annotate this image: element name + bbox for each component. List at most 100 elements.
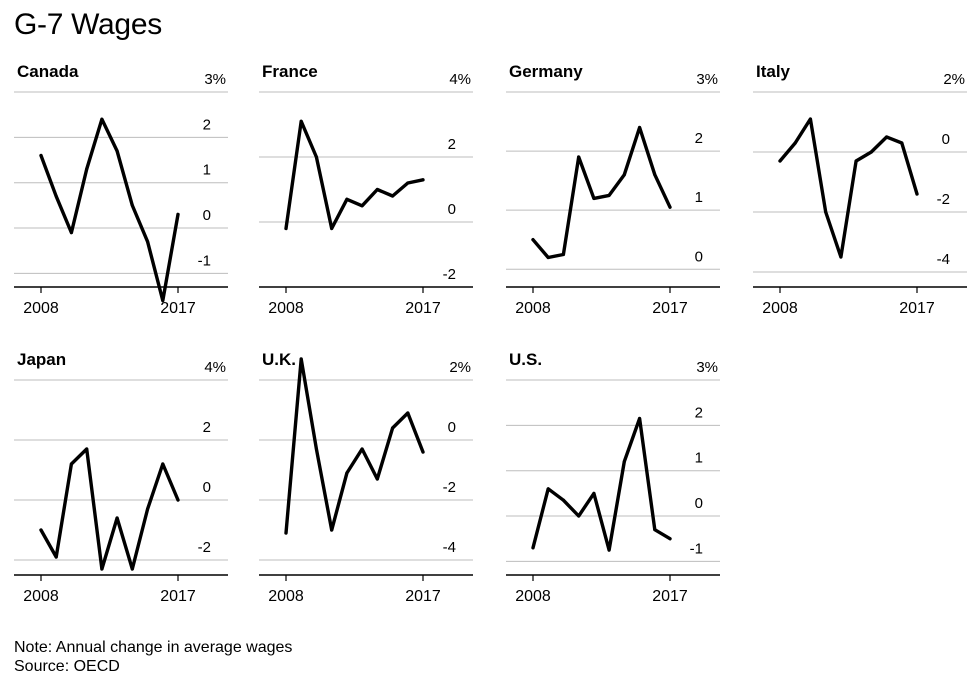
data-point	[638, 417, 642, 421]
series-line-france	[284, 119, 425, 231]
panel-title: Canada	[17, 62, 79, 81]
data-point	[869, 150, 873, 154]
data-point	[653, 528, 657, 532]
data-point	[375, 477, 379, 481]
y-tick-label: 0	[448, 419, 456, 436]
y-tick-label: 0	[695, 495, 703, 512]
y-tick-label: 0	[203, 479, 211, 496]
y-tick-label: -4	[443, 539, 456, 556]
panel-title: Japan	[17, 350, 67, 369]
panel-title: U.S.	[509, 350, 543, 369]
y-tick-label: 1	[203, 162, 211, 179]
data-point	[85, 447, 89, 451]
x-tick-label: 2008	[762, 300, 798, 317]
data-point	[85, 167, 89, 171]
data-point	[161, 299, 165, 303]
data-point	[421, 450, 425, 454]
data-point	[54, 555, 58, 559]
data-point	[607, 193, 611, 197]
data-point	[561, 253, 565, 256]
data-point	[668, 537, 672, 541]
data-point	[130, 203, 134, 207]
data-point	[406, 181, 410, 185]
panel-canada: Canada 3% -1 0 1 2 2008 2017	[14, 62, 242, 332]
y-tick-label-top: 4%	[449, 71, 471, 88]
y-tick-label: -4	[937, 251, 950, 268]
line-chart: 3% 0 1 2 2008 2017	[506, 71, 720, 317]
data-point	[69, 462, 73, 466]
data-point	[345, 197, 349, 201]
data-point	[778, 159, 782, 163]
data-point	[299, 119, 303, 123]
y-tick-label: 0	[695, 248, 703, 265]
data-point	[130, 567, 134, 571]
data-point	[284, 227, 288, 230]
data-point	[653, 173, 657, 177]
data-point	[115, 149, 119, 153]
footnote: Note: Annual change in average wages Sou…	[14, 638, 292, 676]
series-line-japan	[39, 447, 180, 571]
data-point	[69, 231, 73, 235]
data-point	[592, 491, 596, 495]
panel-germany: Germany 3% 0 1 2 2008 2017	[506, 62, 734, 332]
data-point	[561, 498, 565, 502]
source-text: Source: OECD	[14, 658, 120, 675]
data-point	[100, 117, 104, 121]
data-point	[360, 204, 364, 208]
data-point	[406, 411, 410, 415]
line-chart: 2% -4 -2 0 2008 2017	[753, 71, 967, 317]
data-point	[793, 141, 797, 145]
y-tick-label: 2	[448, 136, 456, 153]
x-tick-label: 2008	[515, 300, 551, 317]
data-point	[176, 498, 180, 502]
data-point	[54, 194, 58, 198]
y-tick-label-top: 4%	[204, 359, 226, 376]
y-tick-label: 2	[695, 130, 703, 147]
data-point	[638, 125, 642, 129]
data-point	[854, 159, 858, 163]
y-tick-label-top: 2%	[943, 71, 965, 88]
data-point	[176, 212, 180, 216]
data-point	[360, 447, 364, 451]
x-tick-label: 2008	[515, 588, 551, 605]
data-point	[900, 141, 904, 145]
line-chart: 4% -2 0 2 2008 2017	[14, 359, 228, 605]
data-point	[146, 507, 150, 511]
data-point	[39, 528, 43, 532]
data-point	[39, 153, 43, 157]
x-tick-label: 2017	[160, 300, 196, 317]
line-chart: 3% -1 0 1 2 2008 2017	[506, 359, 720, 605]
data-point	[314, 447, 318, 451]
data-point	[375, 188, 379, 191]
series-line-germany	[531, 125, 672, 260]
data-point	[299, 357, 303, 361]
x-tick-label: 2017	[405, 300, 441, 317]
panel-title: Germany	[509, 62, 583, 81]
data-point	[915, 192, 919, 196]
data-point	[577, 514, 581, 518]
series-line-canada	[39, 117, 180, 303]
panel-u-s: U.S. 3% -1 0 1 2 2008 2017	[506, 350, 734, 620]
panel-italy: Italy 2% -4 -2 0 2008 2017	[753, 62, 976, 332]
y-tick-label: 2	[203, 116, 211, 133]
data-point	[546, 487, 550, 491]
data-point	[839, 255, 843, 259]
y-tick-label: 2	[695, 404, 703, 421]
line-chart: 4% -2 0 2 2008 2017	[259, 71, 473, 317]
data-point	[330, 227, 334, 230]
data-point	[314, 155, 318, 159]
panel-title: France	[262, 62, 318, 81]
data-point	[607, 548, 611, 552]
y-tick-label-top: 3%	[696, 71, 718, 88]
panel-title: Italy	[756, 62, 791, 81]
data-point	[592, 196, 596, 200]
data-point	[577, 155, 581, 159]
data-point	[622, 460, 626, 464]
panel-france: France 4% -2 0 2 2008 2017	[259, 62, 487, 332]
data-point	[391, 194, 395, 198]
data-point	[330, 528, 334, 532]
data-point	[808, 117, 812, 121]
data-point	[824, 210, 828, 214]
panel-japan: Japan 4% -2 0 2 2008 2017	[14, 350, 242, 620]
y-tick-label-top: 2%	[449, 359, 471, 376]
